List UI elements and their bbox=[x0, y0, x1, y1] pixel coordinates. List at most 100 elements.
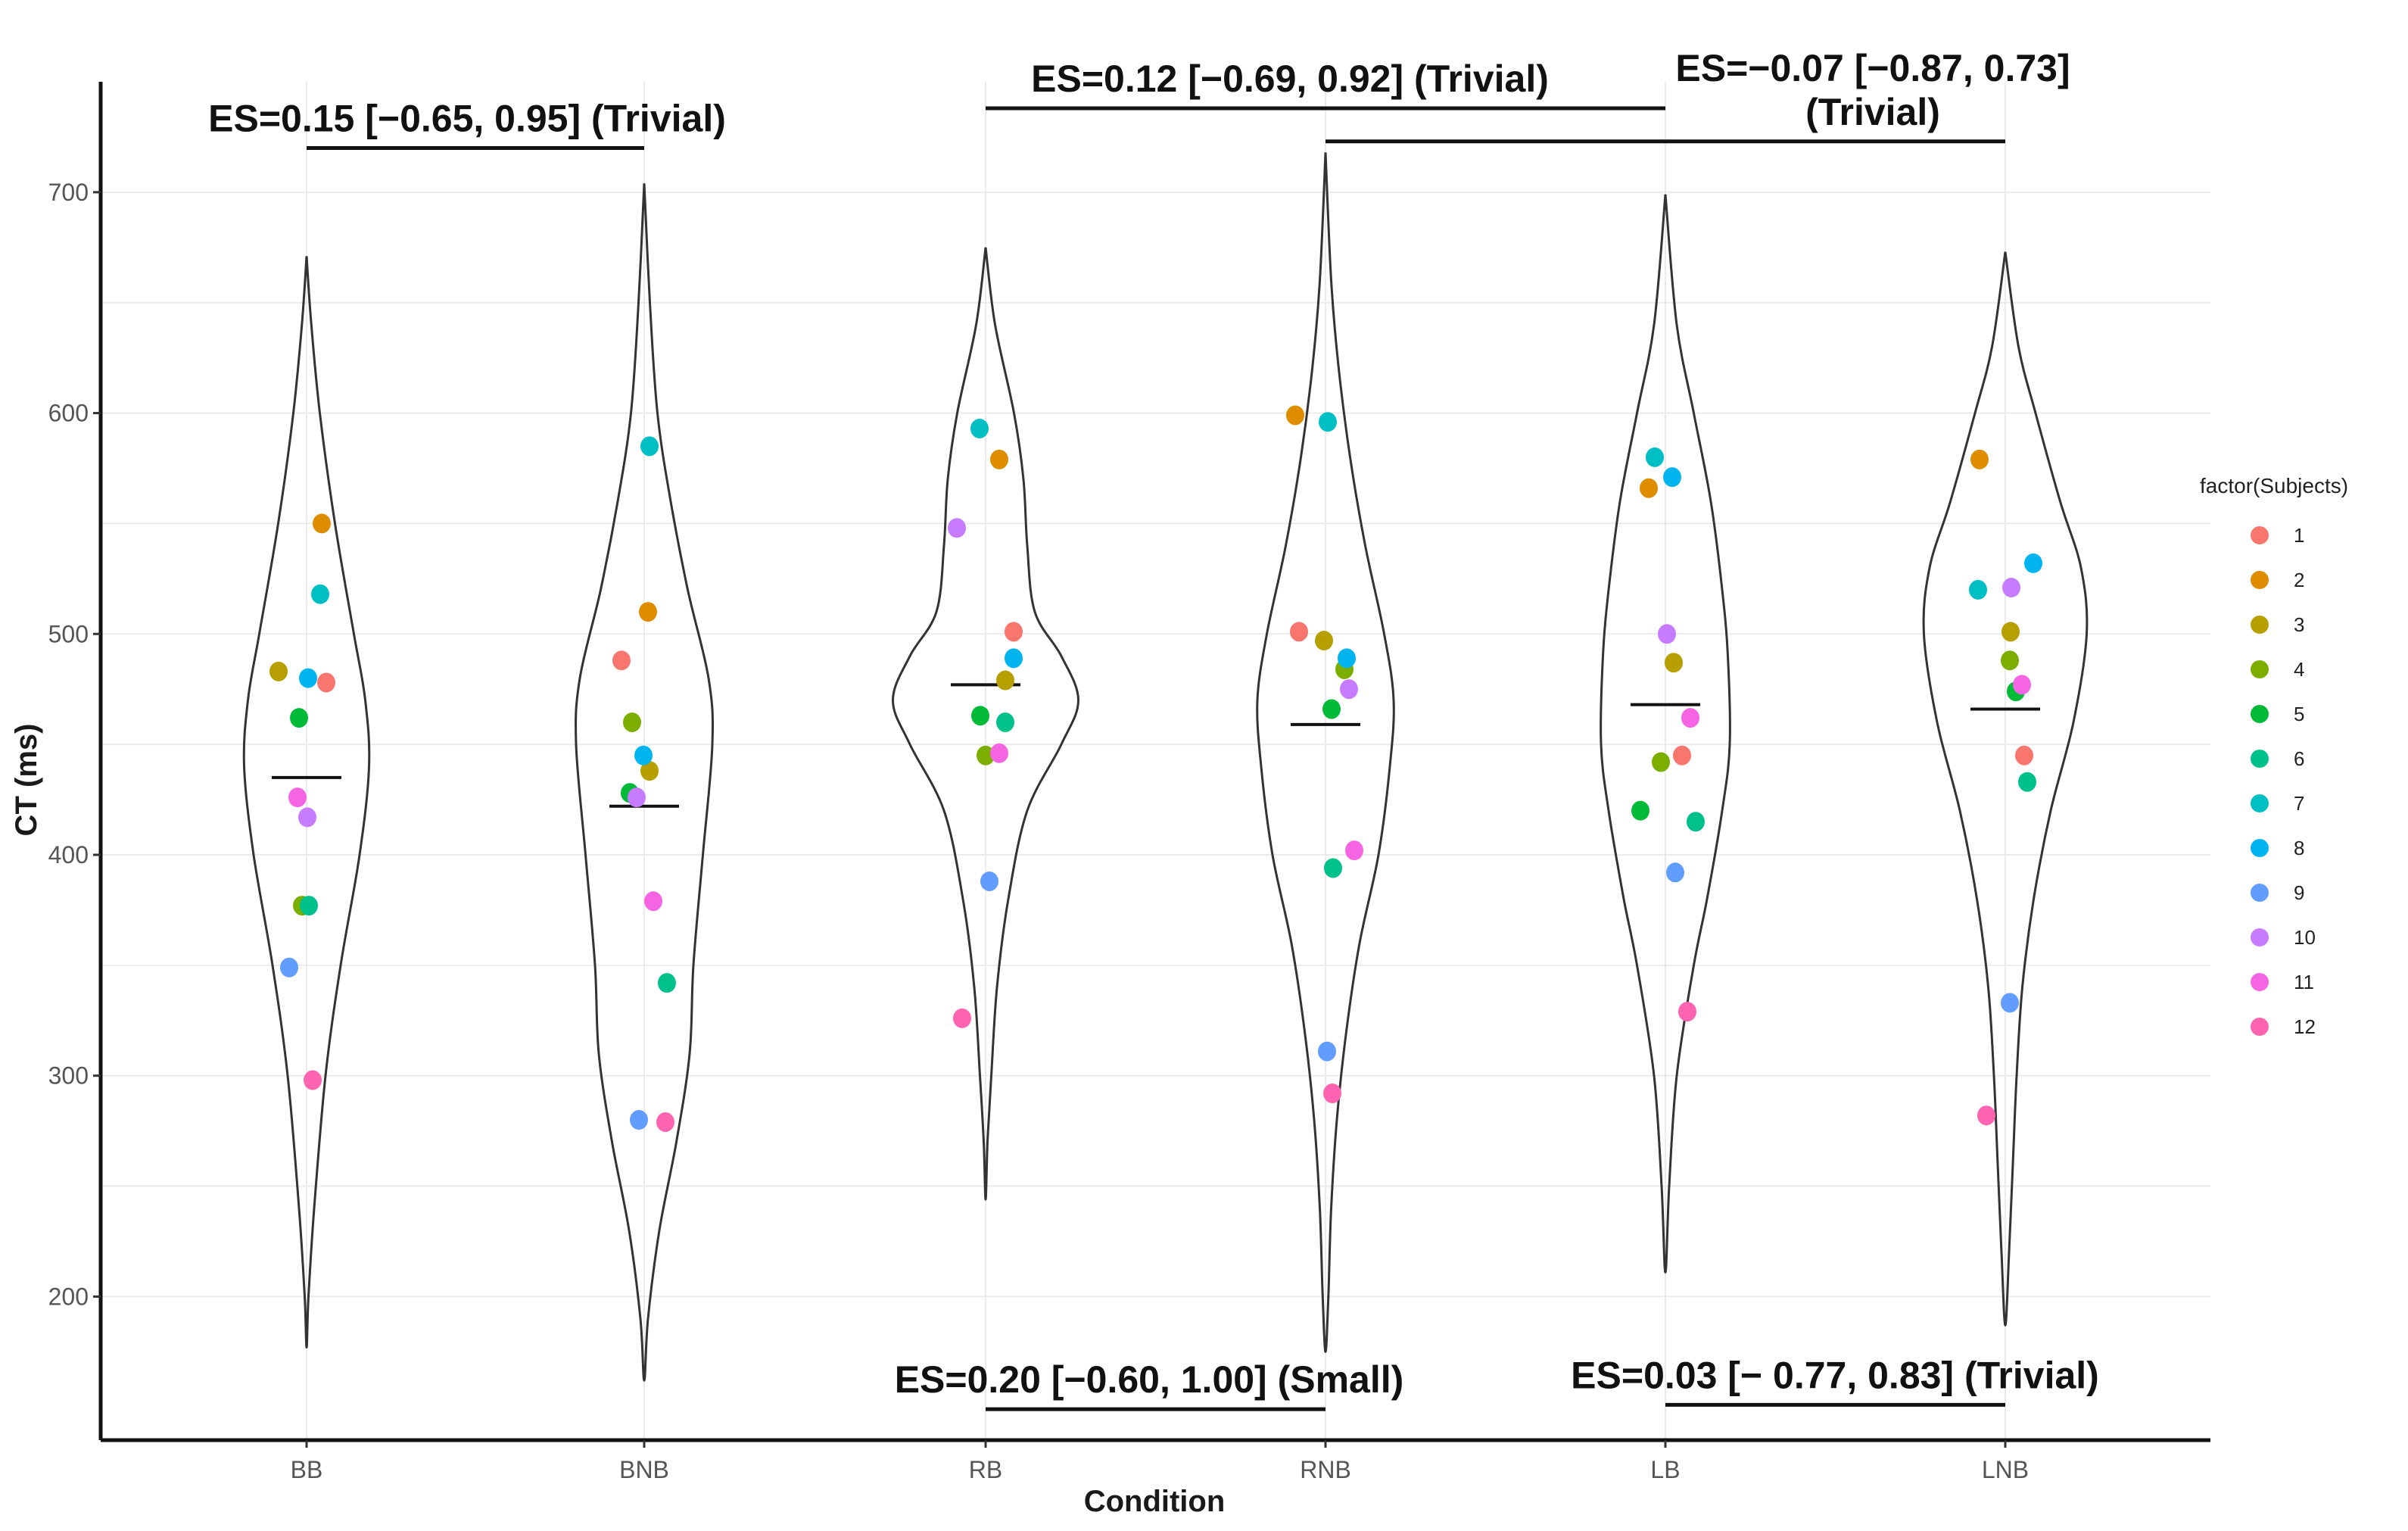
legend-label: 9 bbox=[2294, 881, 2304, 904]
annotation-layer: ES=0.15 [−0.65, 0.95] (Trivial) ES=0.12 [… bbox=[208, 47, 2099, 1411]
data-point bbox=[970, 418, 989, 438]
data-point bbox=[2015, 745, 2033, 766]
violin-bb bbox=[242, 256, 371, 1349]
legend-swatch bbox=[2251, 616, 2269, 634]
data-point bbox=[2001, 622, 2020, 642]
data-point bbox=[288, 787, 307, 808]
y-tick-label: 500 bbox=[48, 620, 89, 647]
data-point bbox=[2002, 578, 2020, 598]
data-point bbox=[948, 518, 966, 538]
data-point bbox=[628, 787, 646, 808]
data-point bbox=[2001, 650, 2019, 671]
data-point bbox=[300, 896, 318, 916]
data-point bbox=[1005, 648, 1023, 669]
legend-swatch bbox=[2251, 660, 2269, 678]
x-tick-label: BB bbox=[291, 1456, 323, 1483]
data-point bbox=[1666, 862, 1684, 883]
data-point bbox=[1322, 699, 1341, 719]
violin-lnb bbox=[1922, 251, 2089, 1327]
data-point bbox=[311, 584, 329, 604]
data-point bbox=[634, 745, 653, 766]
data-point bbox=[1324, 858, 1342, 878]
data-point bbox=[313, 513, 331, 534]
violin-lb bbox=[1600, 194, 1731, 1274]
data-point bbox=[290, 708, 308, 728]
effect-size-label: (Trivial) bbox=[1805, 91, 1940, 133]
data-point bbox=[1687, 812, 1705, 832]
legend-label: 10 bbox=[2294, 926, 2316, 949]
data-point bbox=[1338, 648, 1356, 669]
legend-swatch bbox=[2251, 884, 2269, 902]
y-tick-label: 400 bbox=[48, 841, 89, 868]
legend-label: 6 bbox=[2294, 747, 2304, 770]
data-point bbox=[656, 1112, 674, 1132]
violin-rnb bbox=[1256, 152, 1395, 1353]
data-point bbox=[1977, 1105, 1995, 1126]
data-point bbox=[990, 743, 1008, 763]
data-point bbox=[1318, 1041, 1336, 1062]
data-point bbox=[1345, 840, 1363, 861]
legend-swatch bbox=[2251, 705, 2269, 723]
legend-label: 5 bbox=[2294, 703, 2304, 725]
y-tick-label: 700 bbox=[48, 179, 89, 206]
point-layer bbox=[269, 405, 2042, 1132]
data-point bbox=[269, 661, 288, 681]
data-point bbox=[1005, 622, 1023, 642]
legend-label: 11 bbox=[2294, 971, 2314, 993]
data-point bbox=[1640, 478, 1658, 498]
data-point bbox=[644, 891, 662, 912]
data-point bbox=[1678, 1002, 1696, 1022]
data-point bbox=[971, 706, 989, 726]
x-tick-label: LNB bbox=[1982, 1456, 2029, 1483]
data-point bbox=[1340, 679, 1358, 700]
x-tick-label: RB bbox=[969, 1456, 1002, 1483]
data-point bbox=[996, 712, 1014, 732]
x-tick-label: LB bbox=[1650, 1456, 1680, 1483]
violin-rb bbox=[891, 247, 1080, 1201]
data-point bbox=[2013, 675, 2031, 695]
effect-size-label: ES=−0.07 [−0.87, 0.73] bbox=[1675, 47, 2070, 89]
violin-bnb bbox=[575, 183, 715, 1382]
data-point bbox=[1970, 449, 1989, 469]
data-point bbox=[1646, 447, 1664, 467]
data-point bbox=[280, 957, 298, 978]
data-point bbox=[639, 602, 657, 622]
effect-size-label: ES=0.03 [− 0.77, 0.83] (Trivial) bbox=[1571, 1354, 2099, 1396]
legend-swatch bbox=[2251, 750, 2269, 768]
y-tick-label: 300 bbox=[48, 1062, 89, 1090]
legend-title: factor(Subjects) bbox=[2200, 474, 2348, 497]
data-point bbox=[658, 973, 676, 993]
data-point bbox=[1681, 708, 1699, 728]
data-point bbox=[1631, 800, 1649, 821]
legend-swatch bbox=[2251, 839, 2269, 857]
data-point bbox=[1658, 624, 1676, 644]
legend-label: 4 bbox=[2294, 658, 2304, 681]
effect-size-label: ES=0.12 [−0.69, 0.92] (Trivial) bbox=[1031, 58, 1549, 100]
data-point bbox=[640, 436, 659, 457]
mean-layer bbox=[272, 683, 2040, 808]
data-point bbox=[2018, 772, 2036, 792]
y-tick-label: 600 bbox=[48, 400, 89, 427]
data-point bbox=[1323, 1084, 1341, 1104]
data-point bbox=[980, 871, 998, 891]
effect-size-label: ES=0.20 [−0.60, 1.00] (Small) bbox=[895, 1358, 1404, 1401]
legend-label: 1 bbox=[2294, 524, 2304, 547]
data-point bbox=[1969, 579, 1987, 600]
violin-layer bbox=[242, 152, 2089, 1382]
data-point bbox=[1652, 752, 1670, 772]
data-point bbox=[2001, 993, 2019, 1013]
x-axis-title: Condition bbox=[1084, 1485, 1226, 1518]
legend-swatch bbox=[2251, 928, 2269, 946]
legend-swatch bbox=[2251, 571, 2269, 589]
data-point bbox=[304, 1070, 322, 1090]
data-point bbox=[953, 1008, 971, 1028]
legend-label: 12 bbox=[2294, 1015, 2316, 1038]
data-point bbox=[1290, 622, 1308, 642]
data-point bbox=[1286, 405, 1304, 426]
data-point bbox=[317, 672, 335, 693]
legend-swatch bbox=[2251, 794, 2269, 812]
y-tick-label: 200 bbox=[48, 1283, 89, 1310]
